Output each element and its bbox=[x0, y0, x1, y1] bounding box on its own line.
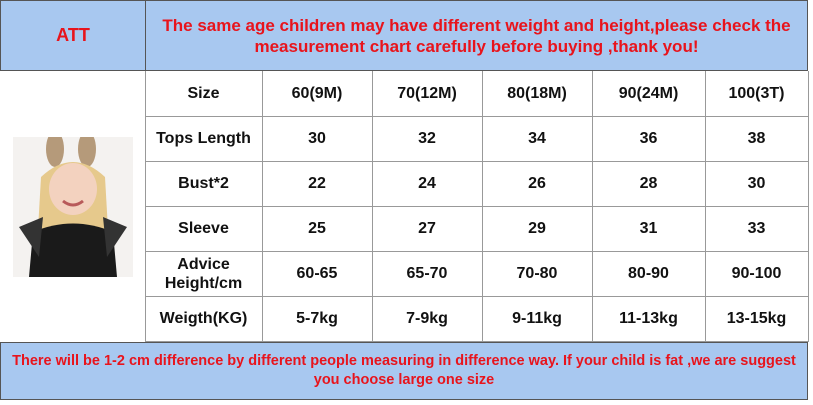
table-cell: 24 bbox=[372, 161, 483, 207]
row-header: Advice Height/cm bbox=[145, 251, 263, 297]
table-cell: 11-13kg bbox=[592, 296, 706, 342]
table-cell: 22 bbox=[262, 161, 373, 207]
table-cell: 80-90 bbox=[592, 251, 706, 297]
child-photo bbox=[12, 136, 133, 277]
column-header: 80(18M) bbox=[482, 71, 593, 117]
column-header: Size bbox=[145, 71, 263, 117]
table-cell: 30 bbox=[262, 116, 373, 162]
row-header: Bust*2 bbox=[145, 161, 263, 207]
column-header: 90(24M) bbox=[592, 71, 706, 117]
table-cell: 65-70 bbox=[372, 251, 483, 297]
row-header: Tops Length bbox=[145, 116, 263, 162]
table-cell: 31 bbox=[592, 206, 706, 252]
brand: ATT bbox=[0, 0, 146, 71]
table-cell: 38 bbox=[705, 116, 809, 162]
table-cell: 60-65 bbox=[262, 251, 373, 297]
column-header: 100(3T) bbox=[705, 71, 809, 117]
table-cell: 7-9kg bbox=[372, 296, 483, 342]
notice: The same age children may have different… bbox=[145, 0, 808, 71]
table-cell: 90-100 bbox=[705, 251, 809, 297]
column-header: 60(9M) bbox=[262, 71, 373, 117]
table-cell: 29 bbox=[482, 206, 593, 252]
column-header: 70(12M) bbox=[372, 71, 483, 117]
table-cell: 25 bbox=[262, 206, 373, 252]
row-header: Sleeve bbox=[145, 206, 263, 252]
row-header: Weigth(KG) bbox=[145, 296, 263, 342]
footer-note: There will be 1-2 cm difference by diffe… bbox=[0, 342, 808, 400]
table-cell: 36 bbox=[592, 116, 706, 162]
table-cell: 70-80 bbox=[482, 251, 593, 297]
table-cell: 26 bbox=[482, 161, 593, 207]
table-cell: 30 bbox=[705, 161, 809, 207]
table-cell: 34 bbox=[482, 116, 593, 162]
table-cell: 28 bbox=[592, 161, 706, 207]
table-cell: 33 bbox=[705, 206, 809, 252]
table-cell: 27 bbox=[372, 206, 483, 252]
photo-cell bbox=[0, 71, 146, 342]
table-cell: 5-7kg bbox=[262, 296, 373, 342]
table-cell: 32 bbox=[372, 116, 483, 162]
table-cell: 9-11kg bbox=[482, 296, 593, 342]
table-cell: 13-15kg bbox=[705, 296, 809, 342]
